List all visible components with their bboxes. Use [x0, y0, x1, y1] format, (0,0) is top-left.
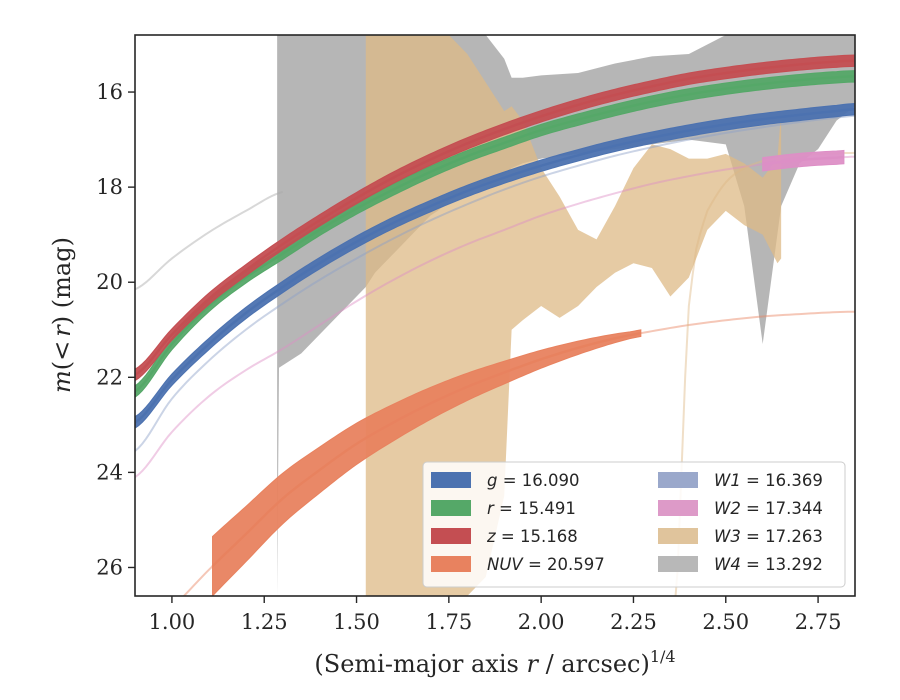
x-tick-label: 1.25 [241, 610, 288, 634]
plot-frame [134, 34, 856, 597]
profile-line-r [135, 75, 855, 393]
profile-line-nuv [211, 331, 642, 568]
profile-line-g [135, 107, 855, 424]
y-tick-label: 24 [96, 460, 123, 484]
legend-label-z: z = 15.168 [486, 527, 578, 546]
x-tick-label: 2.50 [702, 610, 749, 634]
profile-band-g [135, 102, 855, 429]
y-tick-label: 26 [96, 555, 123, 579]
legend-label-nuv: NUV = 20.597 [487, 555, 605, 574]
x-tick-label: 1.00 [149, 610, 196, 634]
y-axis-ticks: 16 18 20 22 24 26 [96, 80, 135, 579]
x-tick-label: 1.50 [333, 610, 380, 634]
y-tick-label: 22 [96, 365, 123, 389]
legend-swatch-w3 [658, 528, 698, 544]
legend-label-w4: W4 = 13.292 [714, 555, 823, 574]
model-line-w2 [135, 155, 855, 478]
legend-swatch-w4 [658, 556, 698, 572]
y-axis-label: m(<r) (mag) [48, 237, 76, 393]
x-tick-label: 2.00 [518, 610, 565, 634]
legend-label-w1: W1 = 16.369 [714, 471, 823, 490]
legend-swatch-z [431, 528, 471, 544]
legend-swatch-w1 [658, 472, 698, 488]
profile-band-z [135, 54, 855, 382]
x-tick-label: 2.25 [610, 610, 657, 634]
legend-label-w2: W2 = 17.344 [714, 499, 823, 518]
legend-swatch-w2 [658, 500, 698, 516]
profile-line-w2 [762, 155, 844, 166]
legend-box [422, 461, 846, 588]
x-tick-label: 2.75 [795, 610, 842, 634]
plot-area [135, 35, 855, 596]
x-tick-label: 1.75 [425, 610, 472, 634]
legend-swatch-nuv [431, 556, 471, 572]
model-line-w1 [135, 114, 855, 452]
x-axis-label: (Semi-major axis r / arcsec)1/4 [314, 647, 675, 678]
measured-profiles [135, 54, 855, 596]
legend: g = 16.090 r = 15.491 z = 15.168 NUV = 20.5… [422, 461, 846, 588]
y-tick-label: 20 [96, 270, 123, 294]
band-w3 [365, 35, 782, 596]
legend-swatch-g [431, 472, 471, 488]
legend-label-r: r = 15.491 [487, 499, 576, 518]
profile-line-z [135, 59, 855, 376]
legend-label-g: g = 16.090 [487, 471, 580, 490]
legend-label-w3: W3 = 17.263 [714, 527, 823, 546]
profile-band-nuv [212, 329, 642, 596]
legend-swatch-r [431, 500, 471, 516]
y-tick-label: 16 [96, 80, 123, 104]
x-axis-ticks: 1.00 1.25 1.50 1.75 2.00 2.25 2.50 2.75 [149, 596, 842, 634]
y-tick-label: 18 [96, 175, 123, 199]
model-line-w4 [135, 190, 283, 291]
